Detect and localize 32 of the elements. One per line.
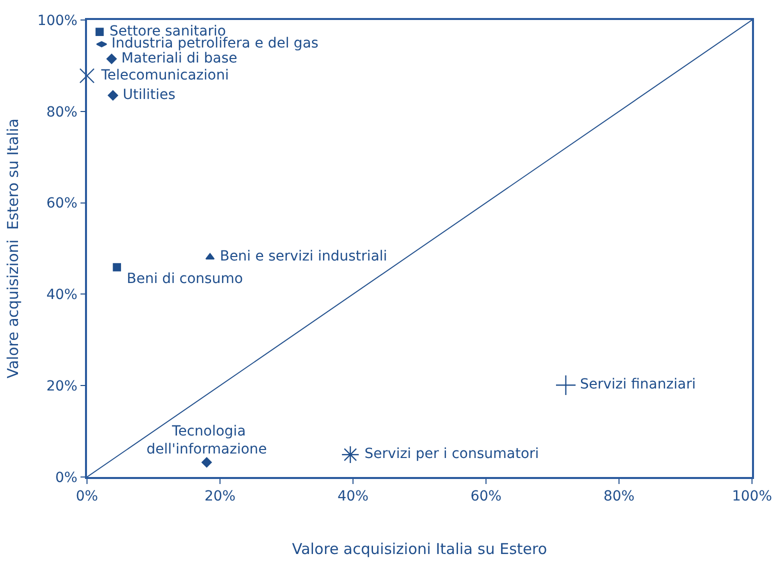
series-label: Tecnologia dell'informazione [146, 423, 267, 458]
y-tick-label: 100% [37, 12, 78, 29]
point [79, 68, 95, 84]
series-label: Beni e servizi industriali [215, 248, 388, 265]
x-tick-label: 20% [204, 488, 236, 505]
series-label: Utilities [118, 86, 176, 103]
point [106, 54, 117, 64]
point [341, 446, 360, 464]
y-tick-label: 40% [46, 287, 78, 304]
point [112, 263, 122, 272]
series-label: Servizi finanziari [576, 376, 696, 393]
x-tick-label: 0% [76, 488, 98, 505]
x-tick-label: 60% [470, 488, 502, 505]
series-label: Materiali di base [116, 50, 238, 66]
y-tick-label: 60% [46, 196, 78, 212]
point [96, 28, 104, 36]
x-axis-title: Valore acquisizioni Italia su Estero [292, 540, 548, 558]
x-tick-label: 40% [337, 488, 369, 505]
point [555, 374, 576, 396]
y-tick-label: 0% [55, 470, 78, 486]
y-tick-label: 80% [46, 104, 78, 120]
point [202, 457, 212, 468]
point [108, 90, 118, 101]
x-tick-label: 80% [603, 488, 635, 505]
series-label: Beni di consumo [122, 271, 243, 288]
series-label: Telecomunicazioni [96, 67, 229, 84]
point [205, 253, 215, 260]
series-label: Servizi per i consumatori [360, 446, 539, 462]
y-tick-label: 20% [46, 378, 78, 394]
series-label: Industria petrolifera e del gas [107, 36, 318, 52]
y-axis-title: Valore acquisizioni Estero su Italia [4, 118, 22, 378]
x-tick-label: 100% [732, 488, 772, 505]
